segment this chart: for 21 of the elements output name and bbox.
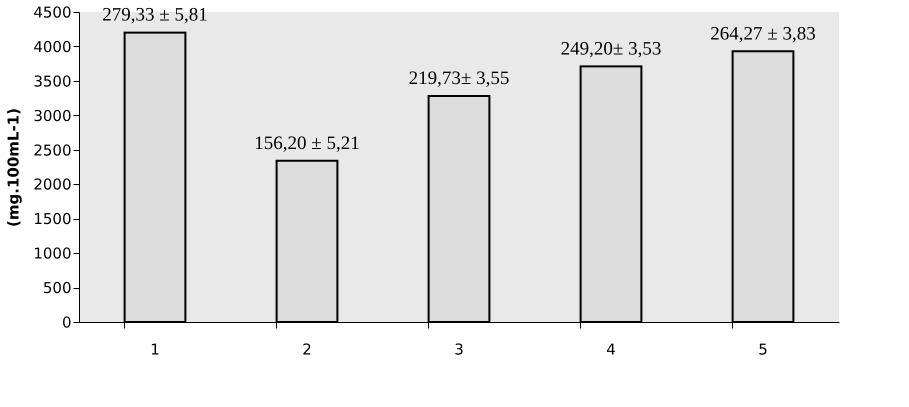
annotation: 249,20± 3,53 [560,38,662,60]
annotation: 264,27 ± 3,83 [710,23,816,44]
x-tick-label: 1 [150,340,160,358]
y-tick-label: 1000 [33,244,72,263]
annotation: 156,20 ± 5,21 [254,132,360,154]
y-tick-label: 0 [62,314,72,332]
y-tick-label: 2500 [33,141,72,160]
y-tick-label: 500 [42,279,72,298]
x-tick-label: 3 [454,340,464,358]
y-tick-label: 3000 [33,106,72,125]
y-tick-label: 2000 [33,176,72,194]
x-tick-label: 4 [606,340,616,358]
annotation: 219,73± 3,55 [408,68,510,90]
y-tick-label: 3500 [33,72,72,90]
y-tick-label: 1500 [33,210,72,228]
x-tick-label: 2 [302,340,312,358]
x-tick-label: 5 [758,340,768,358]
annotation: 279,33 ± 5,81 [102,4,208,26]
y-tick-label: 4500 [33,4,72,22]
y-axis-title: (mg.100mL-1) [4,108,22,227]
y-tick-label: 4000 [33,38,72,56]
